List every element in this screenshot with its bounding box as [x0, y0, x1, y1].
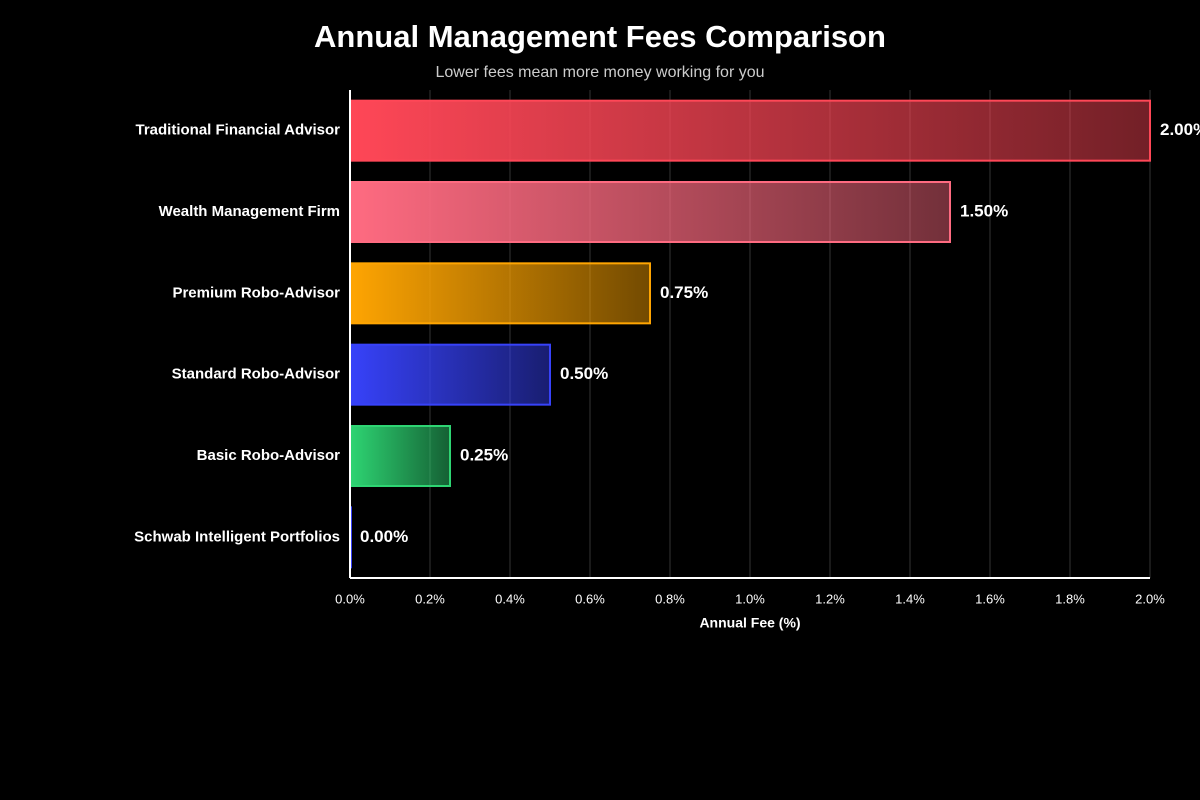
bar [349, 181, 951, 243]
value-label: 2.00% [1160, 120, 1200, 139]
x-tick-label: 0.0% [335, 591, 365, 606]
chart-subtitle: Lower fees mean more money working for y… [435, 64, 764, 81]
y-tick-label: Standard Robo-Advisor [172, 366, 341, 383]
y-tick-label: Wealth Management Firm [159, 203, 340, 220]
bar [349, 425, 451, 487]
x-tick-label: 1.0% [735, 591, 765, 606]
y-tick-label: Traditional Financial Advisor [136, 122, 341, 139]
x-axis-label: Annual Fee (%) [699, 615, 800, 631]
bar [349, 99, 1151, 162]
x-tick-label: 0.8% [655, 591, 685, 606]
x-tick-label: 1.4% [895, 591, 925, 606]
x-tick-label: 0.2% [415, 591, 445, 606]
x-tick-label: 0.6% [575, 591, 605, 606]
value-label: 1.50% [960, 201, 1008, 220]
value-label: 0.00% [360, 527, 408, 546]
x-tick-label: 1.6% [975, 591, 1005, 606]
bar [349, 343, 551, 406]
y-tick-label: Premium Robo-Advisor [172, 284, 340, 301]
value-label: 0.25% [460, 445, 508, 464]
value-label: 0.75% [660, 283, 708, 302]
x-tick-label: 1.8% [1055, 591, 1085, 606]
x-tick-label: 0.4% [495, 591, 525, 606]
chart-title: Annual Management Fees Comparison [314, 19, 886, 54]
y-tick-label: Basic Robo-Advisor [197, 447, 341, 464]
x-tick-label: 2.0% [1135, 591, 1165, 606]
value-label: 0.50% [560, 364, 608, 383]
y-tick-label: Schwab Intelligent Portfolios [134, 528, 340, 545]
x-tick-label: 1.2% [815, 591, 845, 606]
bar [349, 262, 651, 325]
